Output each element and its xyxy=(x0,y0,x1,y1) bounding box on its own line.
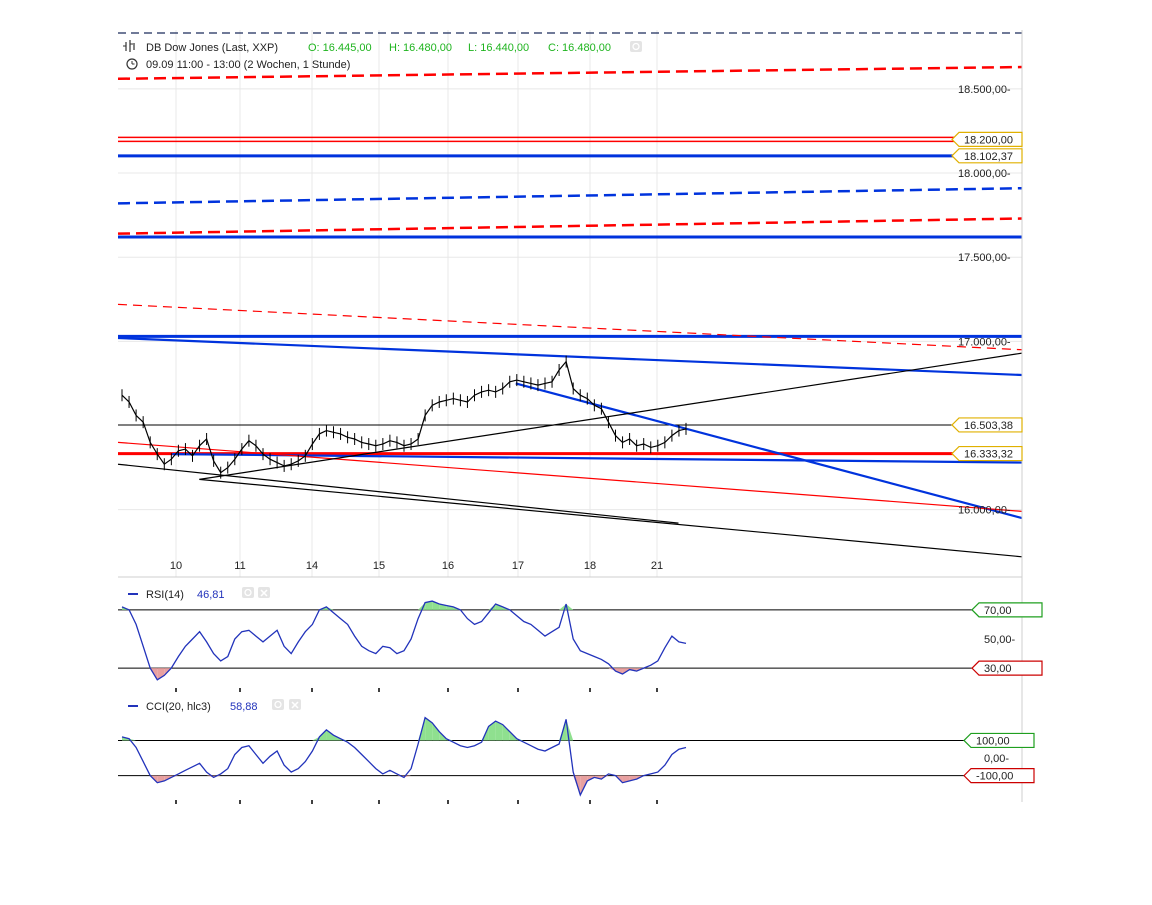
rsi-header: RSI(14) 46,81 xyxy=(128,587,270,601)
grid xyxy=(118,30,1022,577)
rsi-marker-label: 30,00 xyxy=(984,663,1012,675)
rsi-overbought-fill xyxy=(425,601,433,610)
rsi-oversold-fill xyxy=(157,668,165,680)
cci-settings-icon[interactable] xyxy=(272,699,284,710)
rsi-overbought-fill xyxy=(446,605,454,610)
date-tick-label: 21 xyxy=(651,560,663,572)
price-line xyxy=(121,360,687,474)
price-tick-label: 16.000,00- xyxy=(958,505,1011,517)
rsi-marker-label: 70,00 xyxy=(984,605,1012,617)
settings-icon[interactable] xyxy=(630,41,642,52)
cci-line xyxy=(121,716,687,797)
trend-line xyxy=(199,478,1023,558)
price-marker-box xyxy=(951,445,1023,462)
trend-line xyxy=(117,336,1023,377)
price-tick-label: 18.500,00- xyxy=(958,84,1011,96)
rsi-line xyxy=(121,600,687,681)
low-value: L: 16.440,00 xyxy=(468,42,529,54)
cci-overbought-fill xyxy=(488,721,496,741)
cci-panel: 100,00-0,00--100,00- xyxy=(118,716,1025,804)
period-label: 09.09 11:00 - 13:00 (2 Wochen, 1 Stunde) xyxy=(146,59,350,71)
trend-line xyxy=(515,382,1023,520)
cci-overbought-fill xyxy=(319,729,327,741)
value-markers: 18.200,00 18.102,37 16.503,38 16.333,32 70,0… xyxy=(951,131,1043,784)
date-tick-label: 16 xyxy=(442,560,454,572)
price-marker-label: 18.102,37 xyxy=(964,151,1013,163)
cci-marker: -100,00 xyxy=(963,768,1035,784)
date-tick-label: 14 xyxy=(306,560,318,572)
close-value: C: 16.480,00 xyxy=(548,42,611,54)
instrument-name: DB Dow Jones (Last, XXP) xyxy=(146,42,278,54)
cci-marker-box xyxy=(963,768,1035,784)
cci-current-value: 58,88 xyxy=(230,701,258,713)
axes: 18.500,00- 18.000,00- 17.500,00- 17.000,00-… xyxy=(118,30,1023,802)
cci-title: CCI(20, hlc3) xyxy=(146,701,211,713)
rsi-marker-box xyxy=(971,660,1043,676)
cci-marker-label: -100,00 xyxy=(976,771,1013,783)
price-tick-label: 18.000,00- xyxy=(958,168,1011,180)
date-tick-label: 18 xyxy=(584,560,596,572)
cci-overbought-fill xyxy=(425,717,433,741)
price-series xyxy=(121,355,687,479)
date-tick-label: 10 xyxy=(170,560,182,572)
rsi-marker-box xyxy=(971,602,1043,618)
price-tick-label: 17.500,00- xyxy=(958,252,1011,264)
cci-marker-box xyxy=(963,732,1035,749)
trend-line xyxy=(117,65,1023,81)
date-tick-label: 11 xyxy=(234,560,245,572)
cci-overbought-fill xyxy=(432,722,440,741)
rsi-panel: 70,00-50,00-30,00- xyxy=(118,600,1022,692)
price-marker: 16.503,38 xyxy=(951,417,1023,433)
rsi-marker: 30,00 xyxy=(971,660,1043,676)
trend-line xyxy=(117,303,1023,351)
price-marker-label: 18.200,00 xyxy=(964,134,1013,146)
rsi-overbought-fill xyxy=(495,604,503,610)
high-value: H: 16.480,00 xyxy=(389,42,452,54)
date-tick-label: 15 xyxy=(373,560,385,572)
trend-line xyxy=(199,352,1023,480)
open-value: O: 16.445,00 xyxy=(308,42,372,54)
cci-overbought-fill xyxy=(495,721,503,741)
price-marker: 16.333,32 xyxy=(951,445,1023,462)
trend-line xyxy=(117,463,679,524)
trend-line xyxy=(117,186,1023,205)
price-tick-label: 17.000,00- xyxy=(958,336,1011,348)
price-marker: 18.102,37 xyxy=(951,148,1023,164)
cci-header: CCI(20, hlc3) 58,88 xyxy=(128,699,301,713)
cci-overbought-fill xyxy=(502,724,510,741)
price-marker-label: 16.503,38 xyxy=(964,420,1013,432)
cci-oversold-fill xyxy=(573,775,581,795)
price-marker: 18.200,00 xyxy=(951,131,1023,147)
rsi-current-value: 46,81 xyxy=(197,589,225,601)
cci-overbought-fill xyxy=(326,729,334,741)
price-marker-label: 16.333,32 xyxy=(964,449,1013,461)
cci-marker: 100,00 xyxy=(963,732,1035,749)
price-marker-box xyxy=(951,148,1023,164)
rsi-title: RSI(14) xyxy=(146,589,184,601)
rsi-oversold-fill xyxy=(615,668,623,674)
cci-tick-label: 0,00- xyxy=(984,753,1009,765)
chart-header: DB Dow Jones (Last, XXP) O: 16.445,00 H:… xyxy=(123,40,642,71)
price-lines xyxy=(117,32,1023,558)
rsi-marker: 70,00 xyxy=(971,602,1043,618)
trend-line xyxy=(172,453,1023,464)
rsi-overbought-fill xyxy=(566,604,574,610)
trend-line xyxy=(117,441,1023,512)
cci-close-icon[interactable] xyxy=(289,699,301,710)
rsi-close-icon[interactable] xyxy=(258,587,270,598)
cci-marker-label: 100,00 xyxy=(976,735,1010,747)
rsi-tick-label: 50,00- xyxy=(984,634,1016,646)
ohlc-bars-icon xyxy=(123,40,135,52)
price-marker-box xyxy=(951,131,1023,147)
clock-icon xyxy=(126,58,138,70)
rsi-settings-icon[interactable] xyxy=(242,587,254,598)
price-marker-box xyxy=(951,417,1023,433)
date-tick-label: 17 xyxy=(512,560,524,572)
trend-line xyxy=(117,217,1023,235)
